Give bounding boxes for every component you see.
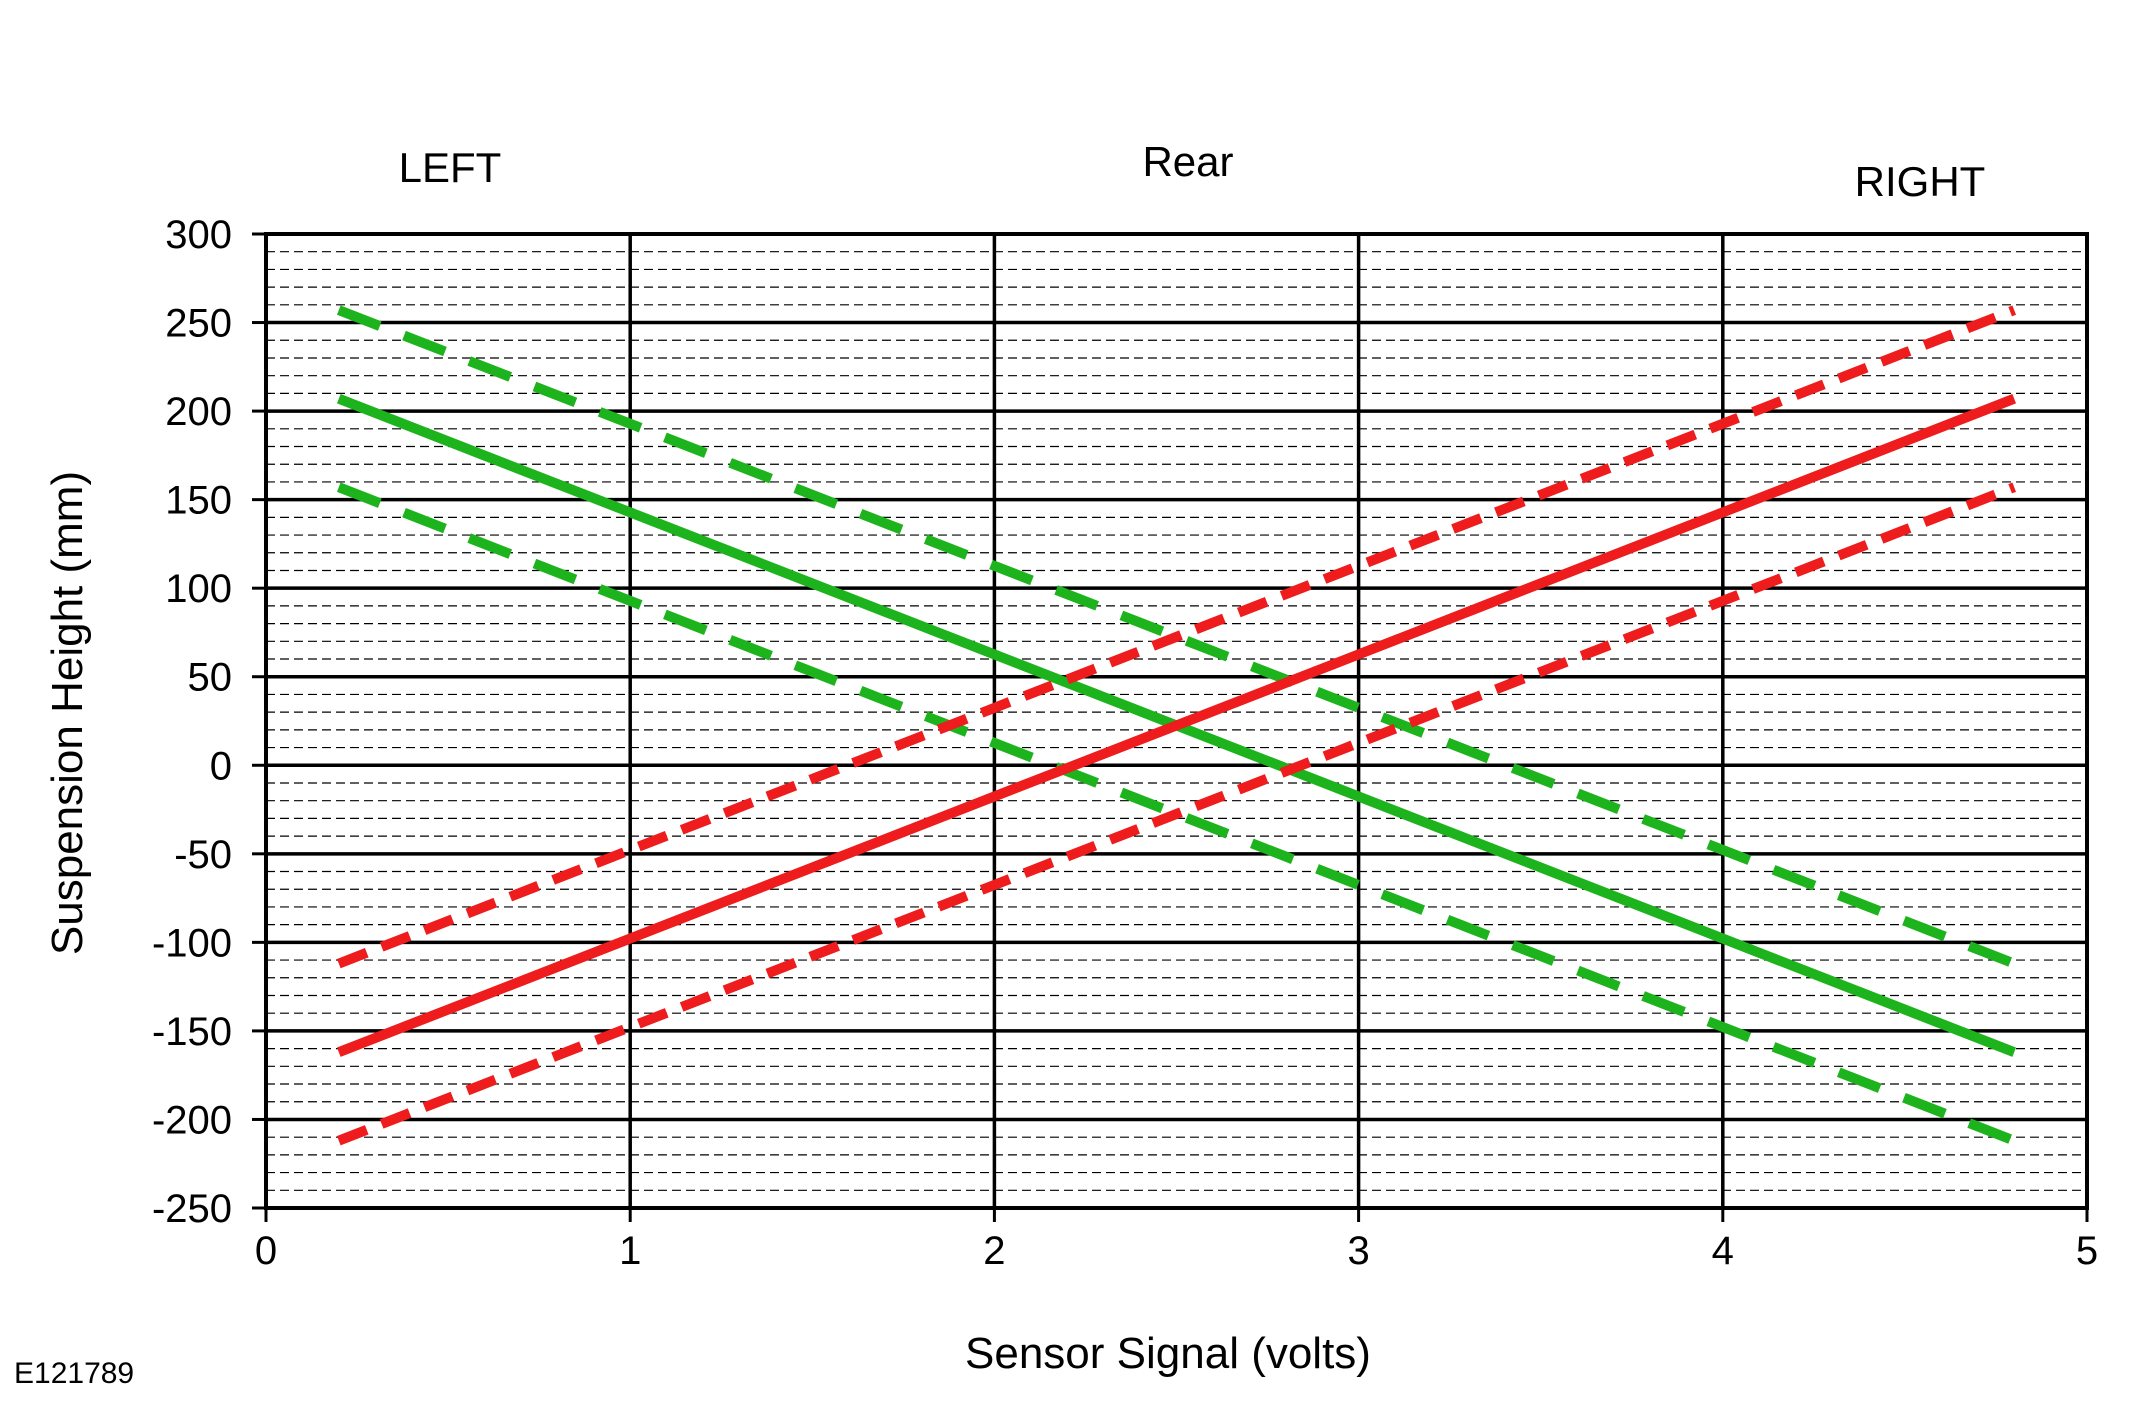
series-lines: [336, 305, 2017, 1146]
y-tick-label: -50: [174, 833, 232, 877]
y-tick-label: -200: [152, 1098, 232, 1142]
series-line-5-red-dashed: [336, 482, 2017, 1146]
tick-marks: [252, 232, 2089, 1222]
y-tick-label: 150: [165, 479, 232, 523]
plot-frame: [264, 232, 2089, 1210]
y-tick-label: -150: [152, 1010, 232, 1054]
series-line-2-green-dashed: [336, 482, 2017, 1146]
y-tick-label: 300: [165, 213, 232, 257]
header-label-center: Rear: [1142, 138, 1233, 185]
y-tick-label: -100: [152, 921, 232, 965]
y-tick-labels: -250 -200 -150 -100 -50 0 50 100 150 200 250 300: [152, 213, 232, 1231]
x-tick-label: 2: [983, 1229, 1005, 1273]
y-tick-label: -250: [152, 1187, 232, 1231]
y-tick-label: 50: [188, 656, 233, 700]
x-tick-label: 4: [1712, 1229, 1734, 1273]
series-line-0-green-dashed: [336, 305, 2017, 969]
series-line-3-red-dashed: [336, 305, 2017, 969]
header-label-left: LEFT: [399, 144, 502, 191]
x-tick-label: 3: [1347, 1229, 1369, 1273]
x-tick-labels: 0 1 2 3 4 5: [255, 1229, 2098, 1273]
x-tick-label: 0: [255, 1229, 277, 1273]
y-tick-label: 200: [165, 390, 232, 434]
figure-id: E121789: [14, 1357, 134, 1390]
header-label-right: RIGHT: [1855, 158, 1986, 205]
x-axis-title: Sensor Signal (volts): [965, 1329, 1371, 1378]
x-tick-label: 5: [2076, 1229, 2098, 1273]
y-tick-label: 100: [165, 567, 232, 611]
x-tick-label: 1: [619, 1229, 641, 1273]
y-tick-label: 250: [165, 302, 232, 346]
y-tick-label: 0: [210, 744, 232, 788]
y-axis-title: Suspension Height (mm): [43, 471, 92, 955]
series-line-4-red-solid: [336, 394, 2017, 1057]
